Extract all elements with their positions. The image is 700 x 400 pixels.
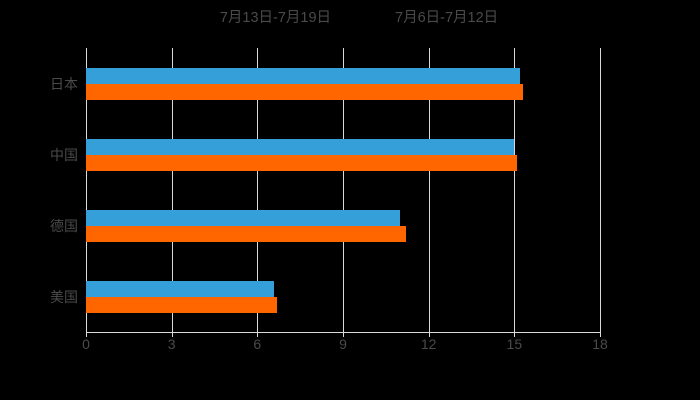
bar-德国-series-2[interactable]	[86, 225, 406, 242]
legend-item-series-1[interactable]: 7月13日-7月19日	[202, 6, 331, 27]
x-tick-label-18: 18	[592, 336, 608, 352]
legend-marker-square-icon	[377, 11, 388, 22]
x-tick-label-12: 12	[420, 336, 437, 352]
category-label-1: 中国	[50, 146, 78, 163]
bar-美国-series-2[interactable]	[86, 296, 278, 313]
plot-area	[86, 48, 601, 332]
legend-label-series-1: 7月13日-7月19日	[219, 9, 332, 26]
x-tick-label-15: 15	[506, 336, 523, 352]
legend-marker-dot-icon	[202, 11, 213, 22]
category-label-3: 美国	[50, 288, 78, 305]
x-tick-label-3: 3	[167, 336, 176, 352]
gridline-x-0	[86, 48, 87, 332]
gridline-x-15	[514, 48, 516, 332]
tick-mark-9	[343, 332, 344, 337]
category-axis: 日本 中国 德国 美国	[0, 48, 78, 332]
bar-日本-series-1[interactable]	[86, 67, 521, 84]
x-tick-label-0: 0	[82, 336, 90, 352]
tick-mark-12	[428, 332, 430, 337]
tick-mark-6	[257, 332, 259, 337]
legend-label-series-2: 7月6日-7月12日	[395, 9, 499, 26]
tick-mark-15	[514, 332, 516, 337]
x-tick-label-9: 9	[339, 336, 347, 352]
tick-mark-18	[600, 332, 601, 337]
gridline-x-6	[257, 48, 259, 332]
category-label-2: 德国	[50, 217, 78, 234]
tick-mark-3	[171, 332, 173, 337]
gridline-x-12	[428, 48, 430, 332]
bar-中国-series-2[interactable]	[86, 154, 518, 171]
bar-德国-series-1[interactable]	[86, 209, 401, 226]
tick-mark-0	[86, 332, 87, 337]
bar-日本-series-2[interactable]	[86, 83, 523, 100]
category-label-0: 日本	[50, 75, 78, 92]
legend-item-series-2[interactable]: 7月6日-7月12日	[377, 6, 498, 27]
gridline-x-3	[171, 48, 173, 332]
x-tick-label-6: 6	[253, 336, 262, 352]
gridline-x-18	[600, 48, 601, 332]
bar-美国-series-1[interactable]	[86, 280, 275, 297]
bar-中国-series-1[interactable]	[86, 138, 515, 155]
chart-legend: 7月13日-7月19日 7月6日-7月12日	[0, 4, 700, 28]
gridline-x-9	[343, 48, 344, 332]
